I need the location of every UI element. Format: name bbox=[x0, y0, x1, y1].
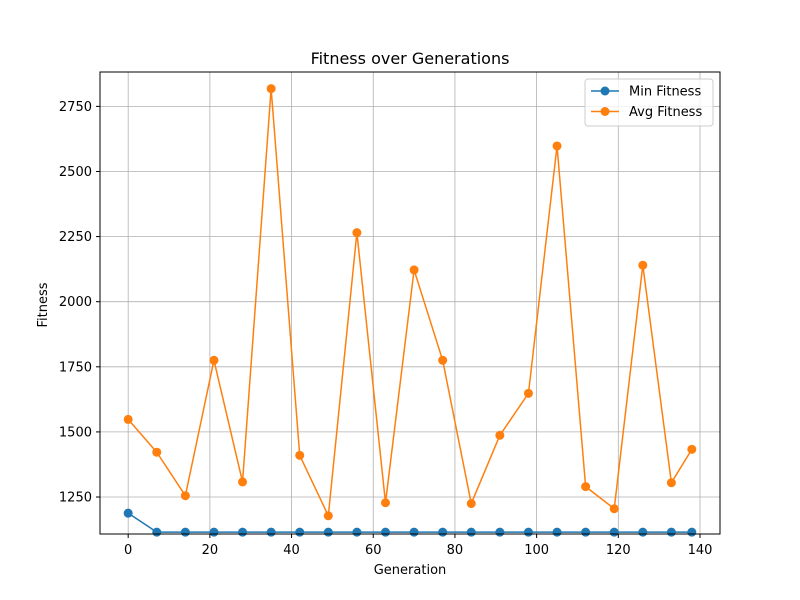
min-fitness-point bbox=[495, 527, 505, 537]
avg-fitness-point bbox=[180, 491, 190, 501]
y-tick-label: 2500 bbox=[59, 165, 92, 180]
plot-frame bbox=[99, 71, 721, 535]
avg-fitness-point bbox=[609, 504, 619, 514]
min-fitness-point bbox=[209, 527, 219, 537]
avg-fitness-point bbox=[123, 414, 133, 424]
x-tick-label: 40 bbox=[283, 543, 300, 558]
avg-fitness-point bbox=[552, 141, 562, 151]
x-tick-label: 60 bbox=[365, 543, 382, 558]
min-fitness-point bbox=[323, 527, 333, 537]
x-tick-label: 80 bbox=[447, 543, 464, 558]
y-tick-label: 2000 bbox=[59, 295, 92, 310]
avg-fitness-point bbox=[409, 265, 419, 275]
legend-entry-avg-fitness: Avg Fitness bbox=[591, 105, 702, 120]
avg-fitness-point bbox=[295, 450, 305, 460]
y-tick-label: 1750 bbox=[59, 360, 92, 375]
y-tick-label: 2750 bbox=[59, 100, 92, 115]
avg-fitness-point bbox=[323, 511, 333, 521]
min-fitness-point bbox=[238, 527, 248, 537]
min-fitness-point bbox=[295, 527, 305, 537]
min-fitness-point bbox=[666, 527, 676, 537]
avg-fitness-point bbox=[209, 355, 219, 365]
x-tick-label: 120 bbox=[606, 543, 631, 558]
y-tick-label: 2250 bbox=[59, 230, 92, 245]
min-fitness-point bbox=[552, 527, 562, 537]
x-tick-label: 140 bbox=[688, 543, 713, 558]
legend-label: Min Fitness bbox=[629, 85, 701, 100]
legend-label: Avg Fitness bbox=[629, 105, 702, 120]
y-tick-label: 1500 bbox=[59, 425, 92, 440]
x-tick-label: 20 bbox=[202, 543, 219, 558]
avg-fitness-point bbox=[687, 444, 697, 454]
avg-fitness-point bbox=[638, 260, 648, 270]
x-tick-label: 0 bbox=[124, 543, 132, 558]
legend: Min Fitness Avg Fitness bbox=[584, 78, 714, 127]
axis-ticks: 0 20 40 60 80 100 120 140 1250 1500 1750 2000 2250 25… bbox=[59, 100, 712, 558]
y-tick-label: 1250 bbox=[59, 491, 92, 506]
chart-title: Fitness over Generations bbox=[311, 49, 510, 68]
min-fitness-point bbox=[266, 527, 276, 537]
min-fitness-point bbox=[152, 527, 162, 537]
avg-fitness-point bbox=[581, 482, 591, 492]
avg-fitness-point bbox=[380, 498, 390, 508]
legend-swatch-marker bbox=[600, 86, 610, 96]
avg-fitness-point bbox=[466, 499, 476, 509]
avg-fitness-point bbox=[495, 430, 505, 440]
avg-fitness-point bbox=[523, 388, 533, 398]
min-fitness-point bbox=[687, 527, 697, 537]
min-fitness-point bbox=[523, 527, 533, 537]
avg-fitness-point bbox=[438, 355, 448, 365]
avg-fitness-point bbox=[238, 477, 248, 487]
min-fitness-point bbox=[581, 527, 591, 537]
min-fitness-point bbox=[466, 527, 476, 537]
min-fitness-point bbox=[438, 527, 448, 537]
avg-fitness-point bbox=[266, 84, 276, 94]
min-fitness-point bbox=[123, 508, 133, 518]
legend-entry-min-fitness: Min Fitness bbox=[591, 85, 701, 100]
grid-lines bbox=[100, 72, 720, 534]
x-tick-label: 100 bbox=[524, 543, 549, 558]
min-fitness-point bbox=[638, 527, 648, 537]
min-fitness-point bbox=[409, 527, 419, 537]
x-axis-title: Generation bbox=[374, 563, 447, 578]
avg-fitness-point bbox=[352, 228, 362, 238]
y-axis-title: Fitness bbox=[36, 282, 51, 327]
min-fitness-point bbox=[180, 527, 190, 537]
min-fitness-point bbox=[352, 527, 362, 537]
min-fitness-point bbox=[609, 527, 619, 537]
legend-swatch-marker bbox=[600, 107, 610, 116]
min-fitness-point bbox=[380, 527, 390, 537]
avg-fitness-series bbox=[123, 84, 697, 521]
avg-fitness-point bbox=[666, 478, 676, 488]
avg-fitness-point bbox=[152, 447, 162, 457]
